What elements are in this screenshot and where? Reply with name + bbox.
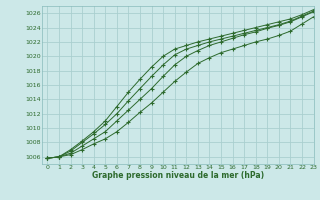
X-axis label: Graphe pression niveau de la mer (hPa): Graphe pression niveau de la mer (hPa) [92, 171, 264, 180]
